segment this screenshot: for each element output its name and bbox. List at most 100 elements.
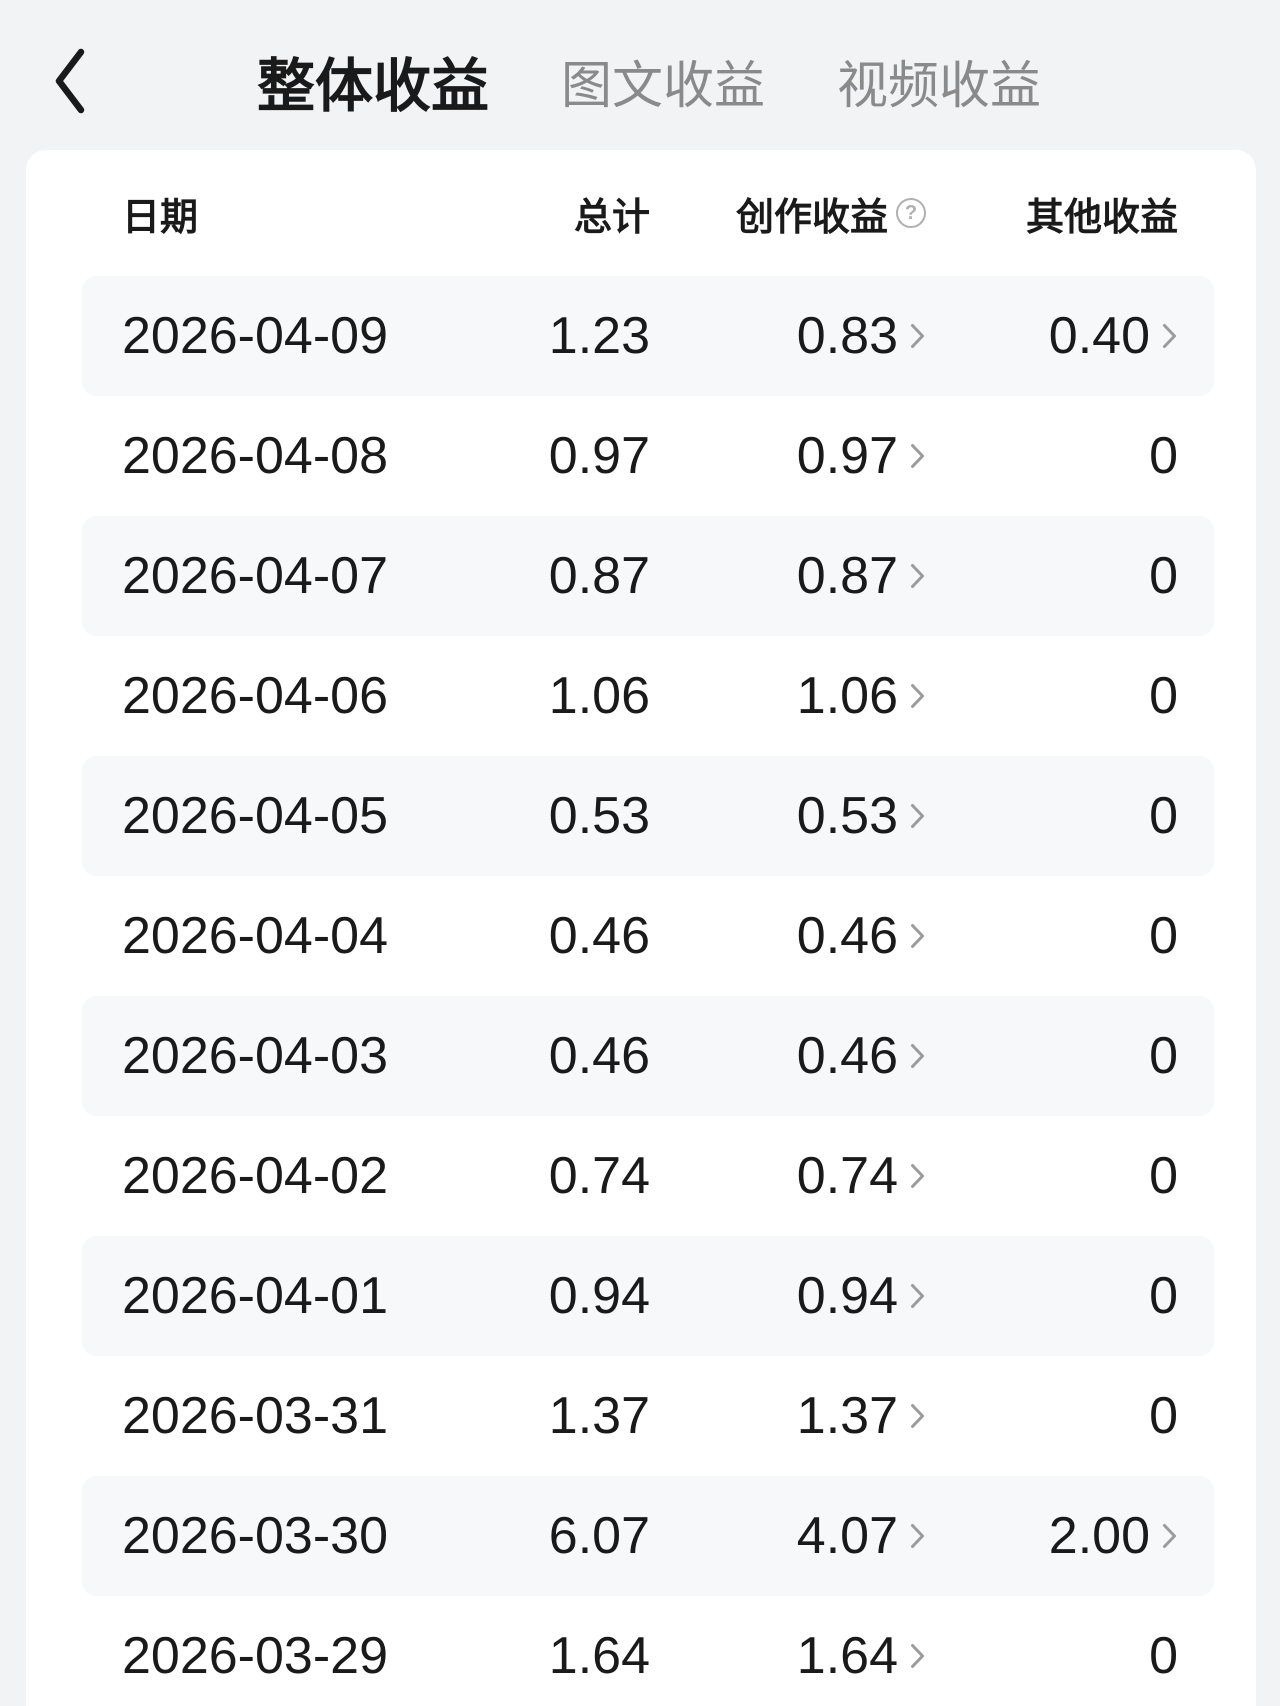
- table-row: 2026-04-09 1.23 0.83 0.40: [82, 276, 1214, 396]
- row-total-value: 1.06: [548, 667, 650, 725]
- row-other-value: 0: [1149, 427, 1178, 485]
- row-creation-value: 0.46: [796, 907, 898, 965]
- chevron-right-icon: [909, 442, 926, 470]
- header-total: 总计: [573, 196, 650, 239]
- table-header-row: 日期 总计 创作收益 ? 其他收益: [82, 150, 1214, 276]
- row-creation-value-link[interactable]: 1.06: [650, 666, 926, 726]
- row-creation-value: 1.37: [796, 1387, 898, 1445]
- row-total-value: 0.74: [548, 1147, 650, 1205]
- row-creation-value-link[interactable]: 0.97: [650, 426, 926, 486]
- chevron-right-icon: [909, 1402, 926, 1430]
- table-body: 2026-04-09 1.23 0.83 0.40 2026-04-08 0.9…: [26, 276, 1256, 1706]
- row-date: 2026-04-05: [122, 787, 388, 845]
- row-creation-value-link[interactable]: 0.74: [650, 1146, 926, 1206]
- row-other-value-link: 0: [926, 1026, 1178, 1086]
- row-other-value-link: 0: [926, 786, 1178, 846]
- row-creation-value-link[interactable]: 4.07: [650, 1506, 926, 1566]
- row-date: 2026-04-04: [122, 907, 388, 965]
- row-other-value: 0: [1149, 1267, 1178, 1325]
- row-other-value-link: 0: [926, 1386, 1178, 1446]
- chevron-right-icon: [1161, 322, 1178, 350]
- row-creation-value-link[interactable]: 0.46: [650, 906, 926, 966]
- row-other-value-link[interactable]: 2.00: [926, 1506, 1178, 1566]
- table-row: 2026-04-05 0.53 0.53 0: [82, 756, 1214, 876]
- chevron-right-icon: [909, 802, 926, 830]
- chevron-right-icon: [909, 1042, 926, 1070]
- row-total-value: 0.46: [548, 1027, 650, 1085]
- row-date: 2026-03-29: [122, 1627, 388, 1685]
- row-total-value: 6.07: [548, 1507, 650, 1565]
- row-other-value-link: 0: [926, 1146, 1178, 1206]
- row-total-value: 0.46: [548, 907, 650, 965]
- header-date: 日期: [122, 196, 199, 239]
- header-other-earnings: 其他收益: [1025, 196, 1178, 239]
- row-creation-value-link[interactable]: 1.37: [650, 1386, 926, 1446]
- row-total-value: 0.97: [548, 427, 650, 485]
- chevron-right-icon: [909, 1642, 926, 1670]
- row-other-value: 0: [1149, 1627, 1178, 1685]
- row-creation-value: 4.07: [796, 1507, 898, 1565]
- row-other-value: 0: [1149, 1027, 1178, 1085]
- row-other-value-link: 0: [926, 1266, 1178, 1326]
- row-creation-value: 1.64: [796, 1627, 898, 1685]
- table-row: 2026-03-30 6.07 4.07 2.00: [82, 1476, 1214, 1596]
- back-button[interactable]: [50, 46, 90, 116]
- row-creation-value: 1.06: [796, 667, 898, 725]
- header-creation-label: 创作收益: [735, 196, 888, 239]
- row-creation-value-link[interactable]: 0.87: [650, 546, 926, 606]
- row-date: 2026-04-06: [122, 667, 388, 725]
- tab-video-earnings[interactable]: 视频收益: [837, 57, 1042, 114]
- row-other-value-link: 0: [926, 906, 1178, 966]
- row-date: 2026-04-02: [122, 1147, 388, 1205]
- row-total-value: 1.23: [548, 307, 650, 365]
- row-creation-value: 0.83: [796, 307, 898, 365]
- row-other-value: 0: [1149, 667, 1178, 725]
- row-total-value: 1.37: [548, 1387, 650, 1445]
- row-other-value: 0: [1149, 1387, 1178, 1445]
- row-other-value: 0.40: [1048, 307, 1150, 365]
- creation-help-icon[interactable]: ?: [896, 198, 926, 228]
- row-other-value-link[interactable]: 0.40: [926, 306, 1178, 366]
- row-date: 2026-04-07: [122, 547, 388, 605]
- row-total-value: 0.53: [548, 787, 650, 845]
- chevron-right-icon: [909, 562, 926, 590]
- row-other-value-link: 0: [926, 1626, 1178, 1686]
- table-row: 2026-04-07 0.87 0.87 0: [82, 516, 1214, 636]
- back-chevron-icon: [52, 48, 88, 114]
- row-creation-value-link[interactable]: 0.46: [650, 1026, 926, 1086]
- row-date: 2026-04-09: [122, 307, 388, 365]
- row-other-value-link: 0: [926, 546, 1178, 606]
- row-other-value: 2.00: [1048, 1507, 1150, 1565]
- chevron-right-icon: [909, 922, 926, 950]
- row-other-value-link: 0: [926, 426, 1178, 486]
- row-other-value-link: 0: [926, 666, 1178, 726]
- table-row: 2026-04-01 0.94 0.94 0: [82, 1236, 1214, 1356]
- earnings-table-card: 日期 总计 创作收益 ? 其他收益 2026-04-09 1.23 0.83 0…: [26, 150, 1256, 1706]
- row-other-value: 0: [1149, 1147, 1178, 1205]
- row-creation-value-link[interactable]: 1.64: [650, 1626, 926, 1686]
- row-date: 2026-03-30: [122, 1507, 388, 1565]
- row-creation-value-link[interactable]: 0.94: [650, 1266, 926, 1326]
- row-other-value: 0: [1149, 907, 1178, 965]
- row-creation-value-link[interactable]: 0.53: [650, 786, 926, 846]
- table-row: 2026-04-04 0.46 0.46 0: [82, 876, 1214, 996]
- row-creation-value: 0.97: [796, 427, 898, 485]
- table-row: 2026-03-31 1.37 1.37 0: [82, 1356, 1214, 1476]
- table-row: 2026-04-06 1.06 1.06 0: [82, 636, 1214, 756]
- row-creation-value-link[interactable]: 0.83: [650, 306, 926, 366]
- tab-imagetext-earnings[interactable]: 图文收益: [561, 57, 766, 114]
- row-total-value: 1.64: [548, 1627, 650, 1685]
- top-bar: 整体收益 图文收益 视频收益: [0, 0, 1280, 150]
- row-total-value: 0.87: [548, 547, 650, 605]
- row-creation-value: 0.94: [796, 1267, 898, 1325]
- row-other-value: 0: [1149, 547, 1178, 605]
- row-creation-value: 0.53: [796, 787, 898, 845]
- row-total-value: 0.94: [548, 1267, 650, 1325]
- tab-overall-earnings[interactable]: 整体收益: [257, 54, 490, 119]
- row-date: 2026-03-31: [122, 1387, 388, 1445]
- row-creation-value: 0.87: [796, 547, 898, 605]
- earnings-tab-bar: 整体收益 图文收益 视频收益: [257, 46, 1042, 119]
- chevron-right-icon: [909, 1162, 926, 1190]
- table-row: 2026-03-29 1.64 1.64 0: [82, 1596, 1214, 1706]
- row-other-value: 0: [1149, 787, 1178, 845]
